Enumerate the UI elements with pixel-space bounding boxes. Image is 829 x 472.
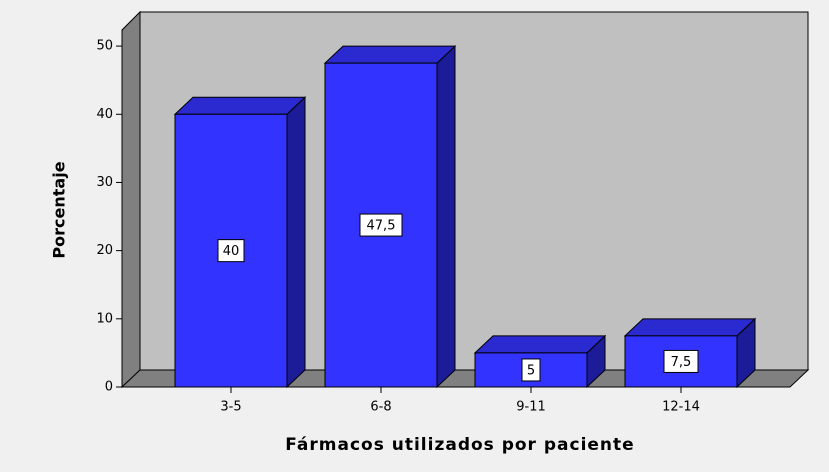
value-label-box (663, 349, 699, 373)
y-axis-title: Porcentaje (50, 161, 69, 258)
bar-top (173, 96, 307, 115)
value-label-box (521, 358, 541, 382)
x-tick-label: 9-11 (516, 400, 546, 415)
x-axis-title: Fármacos utilizados por paciente (285, 435, 634, 455)
bar-top (323, 45, 457, 64)
x-tick-label: 3-5 (220, 400, 241, 415)
value-label-box (217, 239, 245, 263)
y-tick-label: 40 (96, 107, 113, 122)
value-label: 40 (223, 244, 240, 259)
bar-side (436, 44, 456, 389)
x-tick-label: 6-8 (370, 400, 391, 415)
bar-top (473, 335, 607, 354)
y-tick-label: 10 (96, 311, 113, 326)
y-tick-label: 50 (96, 39, 113, 54)
value-label: 47,5 (367, 219, 396, 234)
bar-top (623, 318, 757, 337)
y-tick-label: 0 (105, 380, 113, 395)
value-label: 5 (527, 363, 535, 378)
value-label-box (359, 213, 403, 237)
value-label: 7,5 (671, 355, 692, 370)
y-tick-label: 30 (96, 175, 113, 190)
side-wall (121, 10, 141, 389)
bar-side (286, 96, 306, 389)
y-tick-label: 20 (96, 243, 113, 258)
x-tick-label: 12-14 (662, 400, 700, 415)
